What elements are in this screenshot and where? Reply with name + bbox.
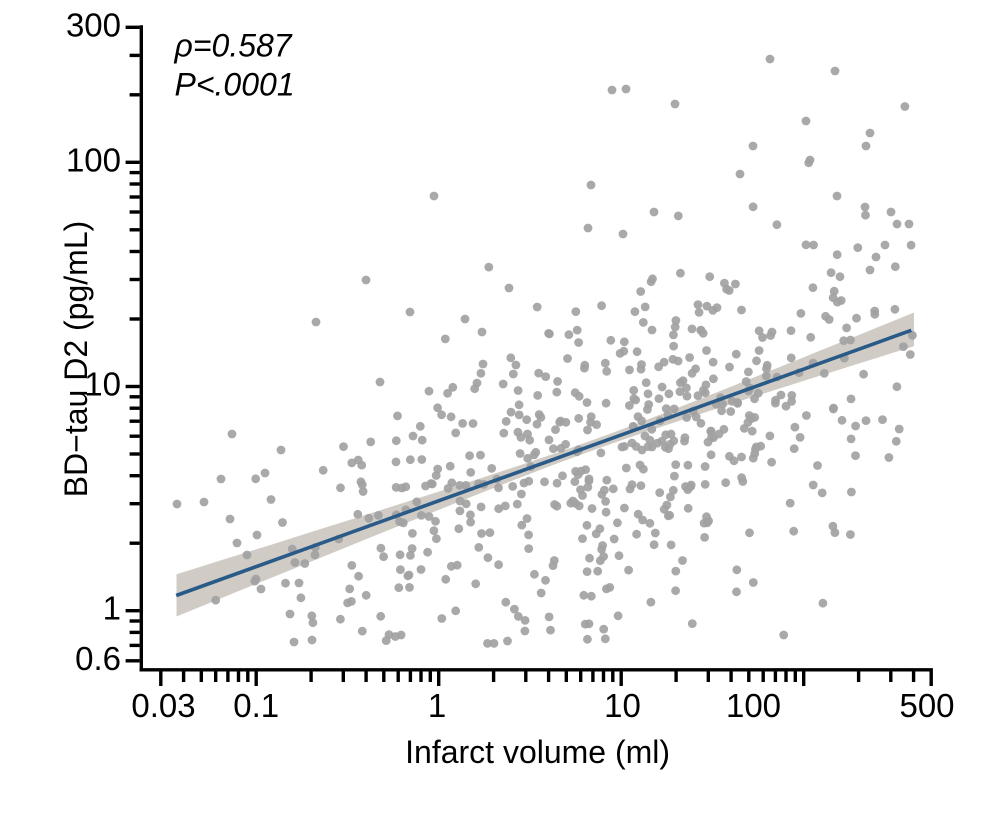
- svg-text:10: 10: [84, 366, 121, 403]
- svg-text:500: 500: [899, 687, 954, 724]
- svg-text:10: 10: [604, 687, 641, 724]
- svg-text:300: 300: [66, 6, 121, 43]
- svg-text:100: 100: [726, 687, 781, 724]
- svg-text:0.1: 0.1: [233, 687, 279, 724]
- svg-text:ρ=0.587: ρ=0.587: [174, 27, 293, 63]
- svg-text:1: 1: [428, 687, 446, 724]
- svg-text:100: 100: [66, 141, 121, 178]
- svg-text:1: 1: [103, 590, 121, 627]
- svg-text:P<.0001: P<.0001: [175, 66, 295, 102]
- svg-text:Infarct volume (ml): Infarct volume (ml): [405, 734, 670, 770]
- svg-text:0.03: 0.03: [131, 687, 195, 724]
- svg-text:0.6: 0.6: [75, 640, 121, 677]
- svg-text:BD−tau D2 (pg/mL): BD−tau D2 (pg/mL): [58, 221, 94, 498]
